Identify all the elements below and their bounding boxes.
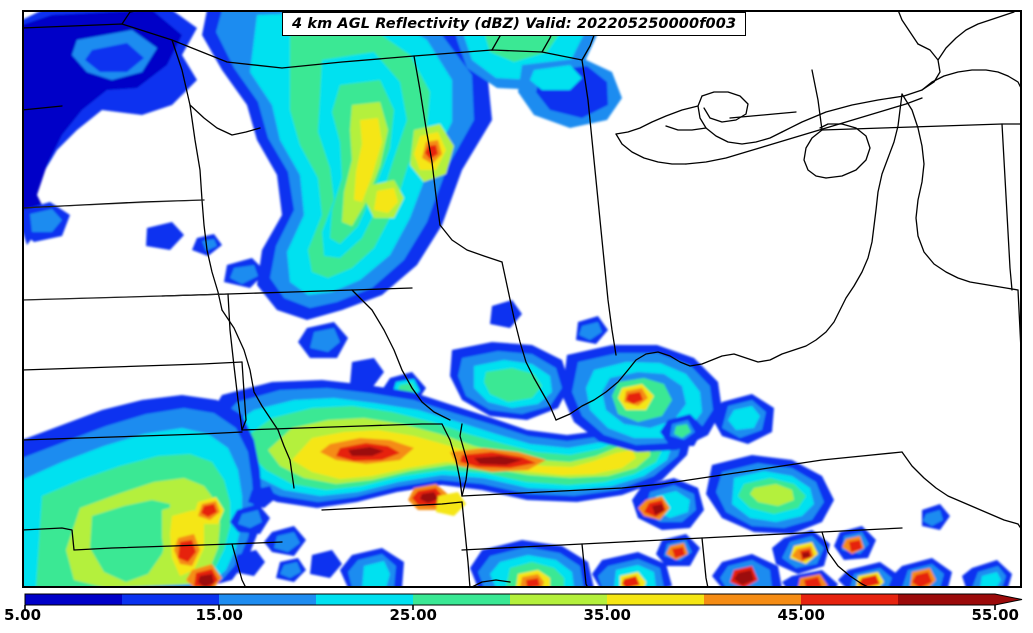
colorbar-band-navy — [25, 594, 123, 605]
plot-title-text: 4 km AGL Reflectivity (dBZ) Valid: 20220… — [292, 16, 737, 32]
colorbar: 5.00 15.00 25.00 35.00 45.00 55.00 — [0, 592, 1033, 633]
colorbar-outline — [24, 593, 1023, 606]
colorbar-band-dodger-blue — [219, 594, 317, 605]
feature-northern-plains-stratiform — [22, 10, 296, 290]
feature-ohio-valley-cells — [450, 342, 774, 452]
feature-southern-plains-stratiform — [22, 395, 262, 588]
colorbar-tick-label: 15.00 — [195, 606, 243, 624]
colorbar-band-yellow-green — [510, 594, 608, 605]
colorbar-tick-label: 25.00 — [389, 606, 437, 624]
feature-tennessee-valley-cells — [632, 455, 876, 574]
colorbar-canvas — [24, 593, 1023, 610]
reflectivity-field — [22, 10, 1012, 588]
secondary-boundaries — [22, 199, 229, 301]
plot-title-box: 4 km AGL Reflectivity (dBZ) Valid: 20220… — [282, 12, 747, 36]
colorbar-tick-label: 45.00 — [777, 606, 825, 624]
map-canvas — [22, 10, 1022, 588]
feature-gulf-coast-cells — [340, 540, 952, 588]
colorbar-tick-label: 55.00 — [971, 606, 1019, 624]
colorbar-band-yellow — [607, 594, 705, 605]
colorbar-band-red — [801, 594, 899, 605]
colorbar-tick-label: 35.00 — [583, 606, 631, 624]
geography-layer — [22, 10, 1022, 588]
feature-misc-cells — [490, 300, 1012, 588]
colorbar-band-dark-red — [898, 594, 1022, 605]
colorbar-ticks — [24, 605, 996, 610]
colorbar-band-blue — [122, 594, 220, 605]
colorbar-band-cyan — [316, 594, 414, 605]
colorbar-band-spring-green — [413, 594, 511, 605]
colorbar-tick-label: 5.00 — [4, 606, 42, 624]
map-panel — [22, 10, 1022, 588]
colorbar-band-orange — [704, 594, 802, 605]
feature-southern-plains-cells — [230, 486, 342, 582]
colorbar-bands — [25, 594, 1022, 605]
